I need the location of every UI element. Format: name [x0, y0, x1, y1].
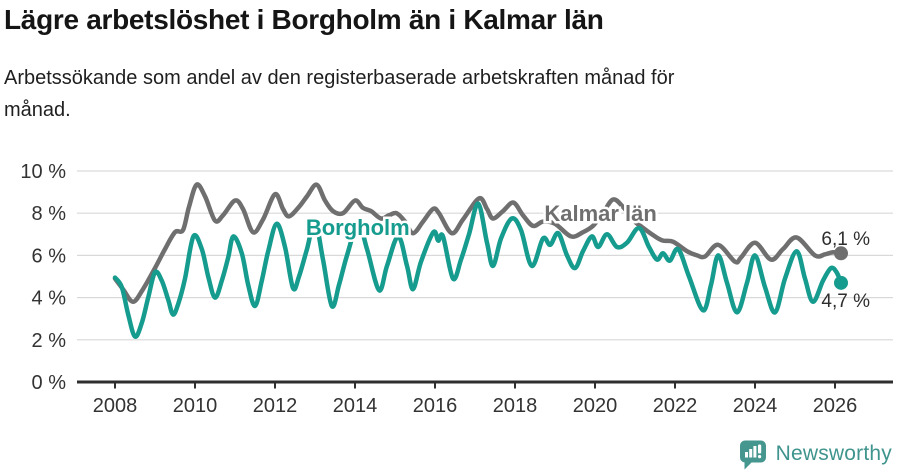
- x-tick-label: 2020: [573, 395, 618, 417]
- y-tick-label: 0 %: [32, 372, 67, 394]
- speech-bubble-shape: [739, 440, 766, 470]
- series-label-kalmar-lan: Kalmar län: [544, 201, 657, 226]
- x-tick-label: 2008: [93, 395, 138, 417]
- end-dot-borgholm: [834, 275, 848, 290]
- series-label-borgholm: Borgholm: [306, 215, 410, 240]
- x-tick-label: 2012: [253, 395, 298, 417]
- x-tick-label: 2026: [813, 395, 858, 417]
- y-tick-label: 8 %: [32, 203, 67, 225]
- newsworthy-wordmark: Newsworthy: [775, 442, 892, 465]
- x-tick-label: 2016: [413, 395, 458, 417]
- y-tick-label: 6 %: [32, 245, 67, 267]
- y-tick-label: 10 %: [20, 161, 66, 183]
- series-line-kalmar-lan: [112, 182, 844, 305]
- chart-title: Lägre arbetslöshet i Borgholm än i Kalma…: [4, 4, 604, 35]
- x-tick-label: 2022: [653, 395, 698, 417]
- end-value-label-kalmar-lan: 6,1 %: [821, 229, 870, 250]
- newsworthy-logo[interactable]: Newsworthy: [738, 438, 892, 470]
- x-tick-label: 2014: [333, 395, 378, 417]
- end-value-label-borgholm: 4,7 %: [821, 291, 870, 312]
- x-tick-label: 2018: [493, 395, 538, 417]
- chart-subtitle: Arbetssökande som andel av den registerb…: [4, 67, 675, 121]
- y-tick-label: 2 %: [32, 330, 67, 352]
- x-tick-label: 2010: [173, 395, 218, 417]
- end-dot-kalmar-lan: [834, 246, 848, 261]
- newsworthy-icon: [739, 440, 766, 470]
- mini-bar-chart: [744, 444, 761, 459]
- y-tick-label: 4 %: [32, 288, 67, 310]
- x-tick-label: 2024: [733, 395, 778, 417]
- series-line-borgholm: [112, 201, 844, 339]
